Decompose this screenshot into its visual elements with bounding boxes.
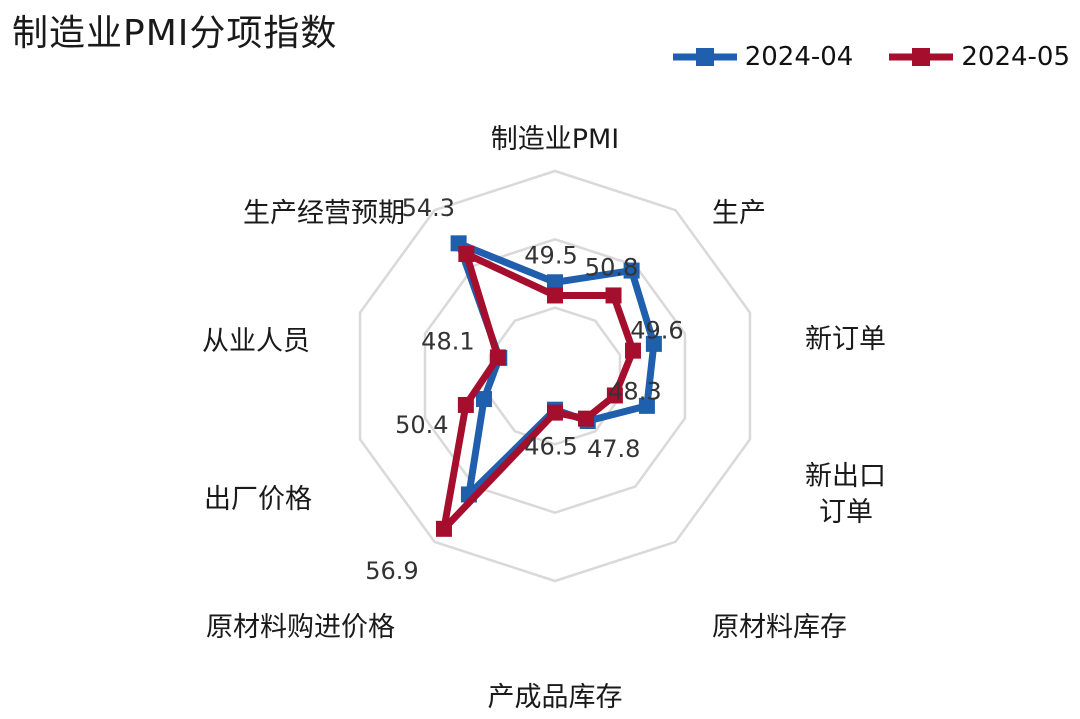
legend-swatch-2024-05: [889, 48, 954, 66]
data-label: 56.9: [365, 557, 418, 585]
category-label: 新出口订单: [805, 461, 886, 528]
marker-2024-05-3: [606, 387, 623, 404]
marker-2024-04-2: [645, 335, 662, 352]
data-label: 46.5: [524, 433, 577, 461]
marker-2024-04-0: [547, 274, 563, 291]
grid-ring-1: [358, 169, 752, 583]
legend: 2024-04 2024-05: [671, 42, 1070, 72]
marker-2024-05-4: [577, 410, 594, 427]
data-label: 48.1: [421, 327, 474, 355]
grid-ring-3: [488, 306, 622, 446]
grid-ring-2: [423, 238, 687, 514]
category-label: 新订单: [805, 324, 886, 355]
legend-item-2024-05: 2024-05: [887, 42, 1070, 72]
category-label: 产成品库存: [488, 682, 623, 713]
data-label: 54.3: [402, 194, 455, 222]
marker-2024-05-9: [458, 245, 475, 262]
category-label: 生产经营预期: [243, 198, 405, 229]
marker-2024-05-0: [547, 287, 563, 304]
data-label: 48.3: [608, 377, 661, 405]
legend-item-2024-04: 2024-04: [671, 42, 854, 72]
marker-2024-05-1: [605, 287, 622, 304]
marker-2024-05-7: [457, 396, 474, 413]
data-label: 50.4: [395, 411, 448, 439]
marker-2024-04-3: [638, 397, 655, 414]
category-label: 从业人员: [202, 326, 310, 357]
legend-label-2024-04: 2024-04: [744, 42, 854, 72]
marker-2024-05-2: [624, 342, 641, 359]
data-label: 49.5: [524, 241, 577, 269]
marker-2024-04-1: [623, 262, 640, 279]
data-label: 49.6: [630, 317, 683, 345]
legend-label-2024-05: 2024-05: [961, 42, 1070, 72]
chart-title: 制造业PMI分项指数: [12, 13, 338, 54]
category-label: 生产: [712, 198, 766, 229]
category-label: 原材料库存: [712, 612, 847, 643]
category-label: 出厂价格: [204, 484, 312, 515]
legend-swatch-2024-04: [672, 48, 737, 66]
data-label: 50.8: [585, 253, 638, 281]
category-label: 原材料购进价格: [206, 612, 395, 643]
marker-2024-05-8: [489, 349, 506, 366]
marker-2024-04-7: [475, 391, 492, 408]
marker-2024-05-6: [435, 520, 452, 537]
data-label: 47.8: [587, 435, 640, 463]
marker-2024-05-5: [547, 404, 563, 421]
category-label: 制造业PMI: [491, 124, 620, 155]
